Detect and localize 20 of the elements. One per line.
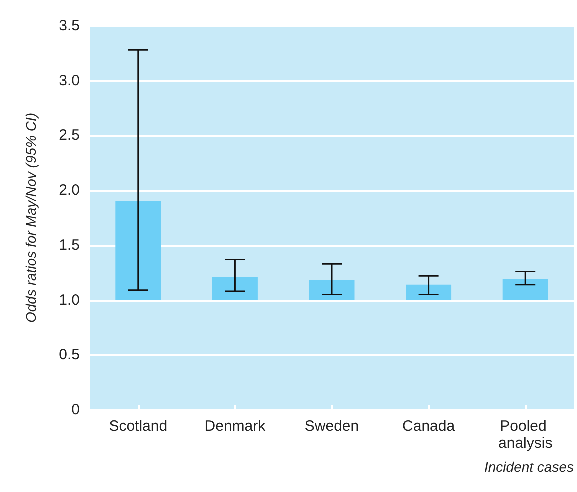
bar	[212, 277, 258, 300]
x-tick-label: Denmark	[204, 418, 266, 435]
y-tick-label: 3.5	[59, 18, 80, 34]
bar	[309, 280, 355, 300]
x-axis-title: Incident cases	[484, 459, 574, 475]
y-tick-label: 3.0	[59, 72, 80, 90]
bar	[406, 284, 452, 300]
bar	[502, 279, 548, 300]
bar	[116, 202, 162, 300]
x-tick-label: Sweden	[304, 418, 360, 435]
y-tick-label: 0.5	[59, 346, 80, 364]
y-tick-label: 1.0	[59, 292, 80, 309]
y-tick-label: 2.0	[59, 182, 80, 200]
x-tick-label: Pooled analysis	[498, 418, 553, 452]
y-tick-label: 1.5	[59, 236, 80, 254]
y-tick-label: 2.5	[59, 127, 80, 144]
x-tick-label: Scotland	[109, 418, 168, 435]
y-axis-title: Odds ratios for May/Nov (95% CI)	[23, 112, 39, 324]
y-tick-label: 0	[72, 402, 80, 418]
x-tick-label: Canada	[402, 418, 456, 435]
